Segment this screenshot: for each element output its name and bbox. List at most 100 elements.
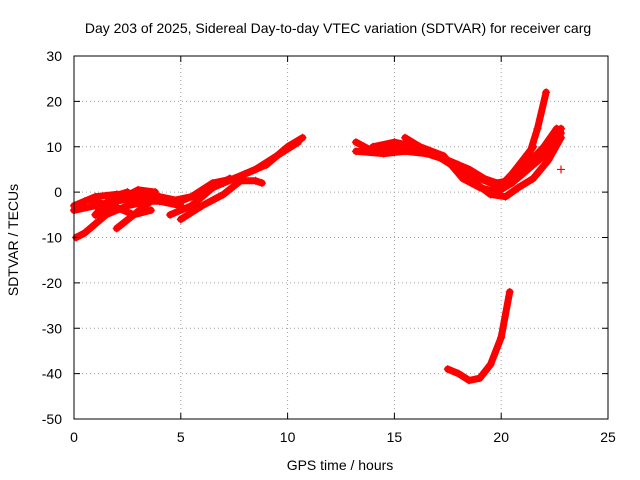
data-point bbox=[454, 160, 463, 169]
y-tick-label: 30 bbox=[46, 48, 62, 64]
data-point bbox=[475, 174, 484, 183]
data-point bbox=[533, 124, 542, 133]
data-point bbox=[225, 174, 235, 183]
x-tick-label: 20 bbox=[493, 429, 509, 445]
data-point bbox=[433, 151, 442, 160]
series-arc-8 bbox=[166, 174, 235, 219]
data-point bbox=[529, 142, 538, 151]
data-point bbox=[112, 224, 121, 233]
data-point bbox=[454, 369, 463, 378]
data-point bbox=[80, 228, 89, 238]
data-point bbox=[556, 133, 566, 142]
data-point bbox=[486, 360, 495, 369]
data-point bbox=[251, 165, 260, 174]
data-point bbox=[219, 190, 228, 199]
data-trace bbox=[91, 186, 159, 219]
data-point bbox=[552, 124, 561, 133]
data-point bbox=[133, 185, 143, 194]
y-tick-label: -40 bbox=[42, 366, 62, 382]
series-arc-5 bbox=[112, 197, 155, 233]
data-point bbox=[91, 210, 100, 219]
data-trace bbox=[72, 138, 302, 241]
series-arc-15 bbox=[443, 287, 514, 385]
data-point bbox=[507, 178, 516, 188]
data-point bbox=[505, 287, 514, 297]
y-axis-label: SDTVAR / TECUs bbox=[5, 184, 21, 296]
data-point bbox=[486, 188, 495, 197]
data-point bbox=[465, 174, 474, 183]
data-point bbox=[507, 169, 516, 179]
data-point bbox=[368, 142, 378, 151]
x-tick-label: 5 bbox=[177, 429, 185, 445]
data-point bbox=[465, 376, 474, 385]
data-point bbox=[86, 197, 96, 206]
data-point bbox=[475, 374, 484, 383]
data-point bbox=[257, 178, 267, 188]
data-point bbox=[166, 210, 175, 219]
data-point bbox=[518, 156, 527, 165]
series-arc-2 bbox=[72, 138, 303, 242]
y-tick-label: -20 bbox=[42, 275, 62, 291]
data-point bbox=[415, 142, 425, 151]
y-tick-label: 0 bbox=[54, 184, 62, 200]
data-point bbox=[187, 192, 196, 201]
data-point bbox=[298, 133, 307, 142]
y-tick-label: -30 bbox=[42, 320, 62, 336]
ticks: 0 5 10 15 20 25 -50 -40 -30 -20 -10 0 10 20 30 bbox=[42, 48, 616, 445]
data-point bbox=[541, 88, 551, 97]
data-point bbox=[400, 147, 410, 156]
data-point bbox=[208, 183, 217, 192]
y-tick-label: -10 bbox=[42, 230, 62, 246]
data-point bbox=[176, 215, 185, 224]
data-trace bbox=[444, 288, 514, 384]
x-tick-label: 25 bbox=[600, 429, 616, 445]
series-arc-7 bbox=[91, 185, 160, 219]
data-point bbox=[151, 188, 160, 197]
series-outlier bbox=[556, 165, 566, 174]
data-point bbox=[133, 192, 143, 201]
data-point bbox=[108, 192, 117, 201]
data-point bbox=[351, 138, 361, 147]
data-point bbox=[556, 165, 566, 174]
data-point bbox=[272, 151, 282, 160]
data-point bbox=[146, 197, 155, 206]
data-point bbox=[390, 138, 399, 147]
data-trace bbox=[166, 175, 234, 219]
series-arc-16 bbox=[486, 142, 538, 197]
data-point bbox=[155, 197, 164, 206]
data-point bbox=[539, 151, 549, 160]
y-tick-label: -50 bbox=[42, 411, 62, 427]
y-tick-label: 20 bbox=[46, 93, 62, 109]
data-point bbox=[400, 133, 410, 142]
data-point bbox=[112, 197, 121, 206]
x-axis-label: GPS time / hours bbox=[287, 457, 394, 473]
data-point bbox=[379, 149, 388, 158]
data-point bbox=[351, 147, 361, 156]
data-point bbox=[294, 138, 303, 147]
data-point bbox=[514, 183, 523, 192]
data-point bbox=[236, 176, 245, 185]
data-point bbox=[501, 192, 510, 201]
data-point bbox=[251, 176, 260, 185]
data-point bbox=[129, 210, 138, 219]
y-tick-label: 10 bbox=[46, 139, 62, 155]
data-point bbox=[101, 210, 111, 219]
data-point bbox=[187, 201, 196, 210]
series-arc-9 bbox=[176, 176, 267, 224]
x-tick-label: 15 bbox=[387, 429, 403, 445]
data-point bbox=[146, 206, 155, 215]
data-point bbox=[544, 156, 553, 165]
data-point bbox=[443, 364, 452, 374]
data-point bbox=[497, 333, 506, 342]
data-point bbox=[539, 142, 549, 151]
grid bbox=[74, 56, 608, 419]
data-point bbox=[529, 174, 538, 183]
chart-title: Day 203 of 2025, Sidereal Day-to-day VTE… bbox=[85, 20, 591, 36]
data-point bbox=[198, 201, 207, 210]
x-tick-label: 10 bbox=[280, 429, 296, 445]
data-point bbox=[123, 201, 132, 210]
series-layer bbox=[69, 88, 566, 385]
data-point bbox=[522, 160, 531, 169]
x-tick-label: 0 bbox=[70, 429, 78, 445]
